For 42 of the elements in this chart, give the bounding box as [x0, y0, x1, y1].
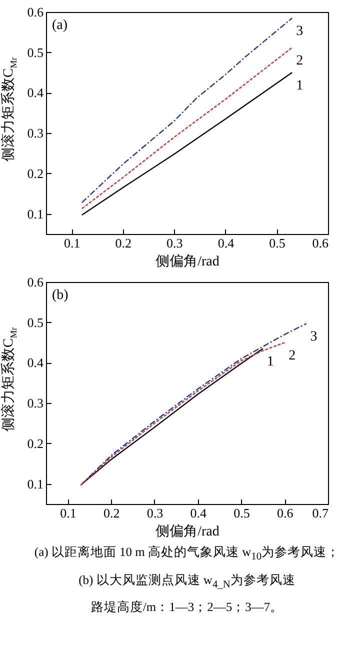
text: (a) 以距离地面 10 m 高处的气象风速 w$_{10}$为参考风速； [33, 544, 341, 564]
series-label: 1 [266, 354, 274, 370]
y-tick-label: 0.4 [27, 85, 44, 100]
x-tick-label: 0.2 [115, 236, 132, 250]
line-series [81, 46, 293, 210]
line-series [81, 17, 293, 204]
y-tick-label: 0.3 [27, 126, 44, 141]
y-tick-label: 0.1 [27, 476, 44, 492]
x-tick-label: 0.6 [276, 506, 294, 520]
y-tick-label: 0.5 [27, 314, 44, 330]
x-tick-label: 0.5 [234, 506, 250, 520]
y-tick-label: 0.2 [27, 166, 44, 181]
x-axis-title: 侧偏角/rad [156, 254, 220, 270]
series-label: 2 [296, 54, 304, 69]
x-tick-label: 0.5 [269, 236, 286, 250]
text: 路堤高度/m：1—3；2—5；3—7。 [90, 599, 284, 616]
x-tick-label: 0.7 [312, 506, 329, 520]
x-tick-label: 0.2 [103, 506, 120, 520]
y-tick-label: 0.6 [27, 274, 44, 290]
chart-title: (a) [52, 18, 68, 33]
line-series [81, 72, 293, 216]
text: (b) 以大风监测点风速 w$_{4_N}$为参考风速 [78, 572, 296, 592]
y-tick-label: 0.6 [27, 4, 44, 20]
y-tick-label: 0.5 [27, 44, 44, 60]
x-tick-label: 0.1 [60, 506, 76, 520]
y-tick-label: 0.4 [27, 355, 44, 370]
x-tick-label: 0.4 [190, 506, 207, 520]
x-tick-label: 0.1 [64, 236, 80, 250]
y-tick-label: 0.3 [27, 396, 44, 411]
chart-title: (b) [52, 288, 69, 303]
y-tick-label: 0.1 [27, 206, 44, 222]
y-tick-label: 0.2 [27, 436, 44, 451]
series-label: 3 [296, 24, 304, 40]
series-label: 2 [288, 348, 296, 364]
series-label: 1 [296, 78, 304, 94]
x-tick-label: 0.3 [146, 506, 164, 520]
x-tick-label: 0.6 [312, 236, 329, 250]
x-tick-label: 0.3 [166, 236, 183, 250]
series-label: 3 [310, 330, 318, 345]
line-series [80, 322, 307, 486]
x-tick-label: 0.4 [218, 236, 235, 250]
x-axis-title: 侧偏角/rad [156, 524, 220, 540]
